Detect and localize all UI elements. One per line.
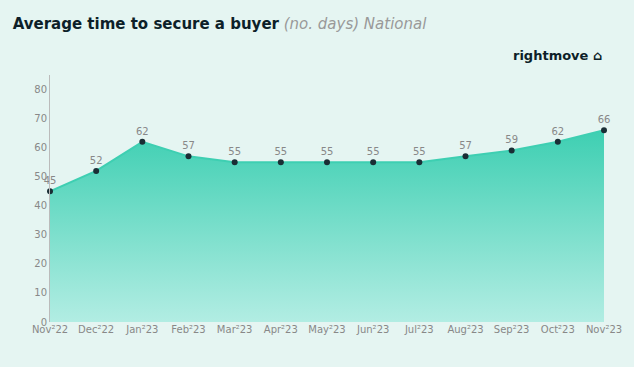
- svg-text:70: 70: [34, 113, 47, 124]
- svg-text:Sep²23: Sep²23: [494, 324, 530, 335]
- svg-text:62: 62: [551, 126, 564, 137]
- svg-text:Average time to secure a buyer: Average time to secure a buyer (no. days…: [13, 15, 428, 33]
- svg-text:50: 50: [34, 171, 47, 182]
- svg-text:66: 66: [598, 114, 611, 125]
- svg-text:62: 62: [136, 126, 149, 137]
- svg-text:Jul²23: Jul²23: [404, 324, 434, 335]
- svg-text:55: 55: [367, 146, 380, 157]
- svg-text:Apr²23: Apr²23: [264, 324, 298, 335]
- svg-text:59: 59: [505, 134, 518, 145]
- svg-text:Nov²22: Nov²22: [32, 324, 68, 335]
- svg-text:40: 40: [34, 200, 47, 211]
- svg-text:Mar²23: Mar²23: [217, 324, 253, 335]
- svg-text:60: 60: [34, 142, 47, 153]
- svg-text:57: 57: [459, 140, 472, 151]
- svg-text:80: 80: [34, 84, 47, 95]
- svg-text:May²23: May²23: [308, 324, 345, 335]
- svg-text:10: 10: [34, 287, 47, 298]
- svg-text:55: 55: [413, 146, 426, 157]
- svg-text:rightmove ⌂: rightmove ⌂: [513, 48, 602, 63]
- svg-text:0: 0: [41, 317, 47, 328]
- svg-text:45: 45: [44, 175, 57, 186]
- svg-text:Nov²23: Nov²23: [586, 324, 622, 335]
- svg-text:57: 57: [182, 140, 195, 151]
- svg-text:20: 20: [34, 258, 47, 269]
- svg-text:Aug²23: Aug²23: [447, 324, 483, 335]
- svg-text:Dec²22: Dec²22: [78, 324, 114, 335]
- svg-text:55: 55: [228, 146, 241, 157]
- svg-text:Jun²23: Jun²23: [356, 324, 389, 335]
- svg-text:52: 52: [90, 155, 103, 166]
- svg-text:55: 55: [274, 146, 287, 157]
- svg-text:Jan²23: Jan²23: [125, 324, 158, 335]
- svg-text:Feb²23: Feb²23: [171, 324, 205, 335]
- svg-text:Oct²23: Oct²23: [541, 324, 575, 335]
- svg-text:30: 30: [34, 229, 47, 240]
- svg-text:55: 55: [321, 146, 334, 157]
